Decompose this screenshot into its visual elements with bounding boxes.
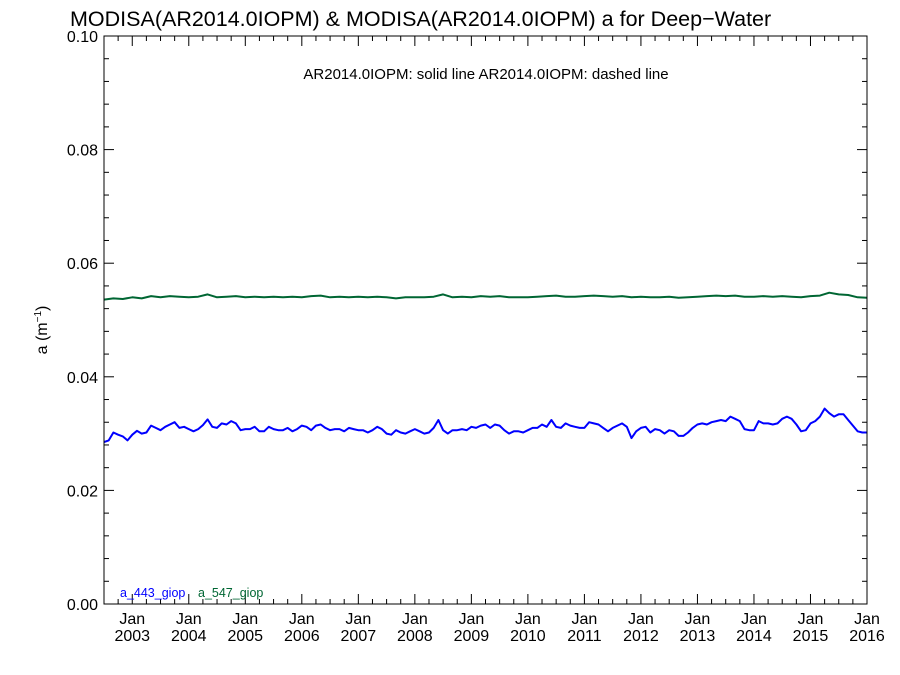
x-tick-label-year-1: 2004: [171, 628, 207, 645]
x-tick-label-month-8: Jan: [572, 611, 598, 628]
x-tick-label-month-6: Jan: [458, 611, 484, 628]
x-tick-label-year-4: 2007: [341, 628, 377, 645]
y-axis-label-close: ): [34, 306, 51, 311]
x-tick-label-year-6: 2009: [454, 628, 490, 645]
y-tick-label-1: 0.02: [67, 483, 98, 500]
x-tick-label-month-12: Jan: [798, 611, 824, 628]
x-tick-label-month-9: Jan: [628, 611, 654, 628]
x-tick-label-year-13: 2016: [849, 628, 885, 645]
x-tick-label-year-7: 2010: [510, 628, 546, 645]
x-tick-label-month-3: Jan: [289, 611, 315, 628]
y-axis-label-main: a (m: [34, 322, 51, 354]
x-tick-label-month-5: Jan: [402, 611, 428, 628]
y-axis-label: a (m−1): [33, 306, 51, 355]
x-tick-label-month-4: Jan: [345, 611, 371, 628]
y-tick-label-4: 0.08: [67, 143, 98, 160]
x-tick-label-month-7: Jan: [515, 611, 541, 628]
chart-annotation: AR2014.0IOPM: solid line AR2014.0IOPM: d…: [303, 66, 668, 83]
x-tick-label-month-2: Jan: [232, 611, 258, 628]
series-line-a-443-giop: [103, 407, 867, 444]
series-line-a-547-giop: [103, 291, 868, 301]
y-tick-label-0: 0.00: [67, 597, 98, 614]
y-axis-label-sup: −1: [33, 311, 44, 323]
legend-label-a443: a_443_giop: [120, 586, 185, 600]
x-tick-label-month-1: Jan: [176, 611, 202, 628]
x-tick-label-year-9: 2012: [623, 628, 659, 645]
legend: a_443_giop a_547_giop: [120, 586, 263, 600]
axis-layer: 0.000.020.040.060.080.10Jan2003Jan2004Ja…: [67, 29, 885, 645]
x-tick-label-month-0: Jan: [119, 611, 145, 628]
series-layer: [103, 291, 868, 444]
x-tick-label-year-8: 2011: [567, 628, 602, 645]
plot-frame: [103, 35, 868, 605]
x-tick-label-year-10: 2013: [680, 628, 716, 645]
legend-label-a547: a_547_giop: [198, 586, 263, 600]
chart-title: MODISA(AR2014.0IOPM) & MODISA(AR2014.0IO…: [70, 7, 771, 31]
x-tick-label-year-12: 2015: [793, 628, 829, 645]
x-tick-label-month-10: Jan: [685, 611, 711, 628]
x-tick-label-year-2: 2005: [227, 628, 263, 645]
x-tick-label-month-11: Jan: [741, 611, 767, 628]
x-tick-label-month-13: Jan: [854, 611, 880, 628]
y-tick-label-2: 0.04: [67, 370, 98, 387]
x-tick-label-year-11: 2014: [736, 628, 772, 645]
y-tick-label-3: 0.06: [67, 256, 98, 273]
x-tick-label-year-3: 2006: [284, 628, 320, 645]
y-tick-label-5: 0.10: [67, 29, 98, 46]
x-tick-label-year-0: 2003: [114, 628, 150, 645]
x-tick-label-year-5: 2008: [397, 628, 433, 645]
